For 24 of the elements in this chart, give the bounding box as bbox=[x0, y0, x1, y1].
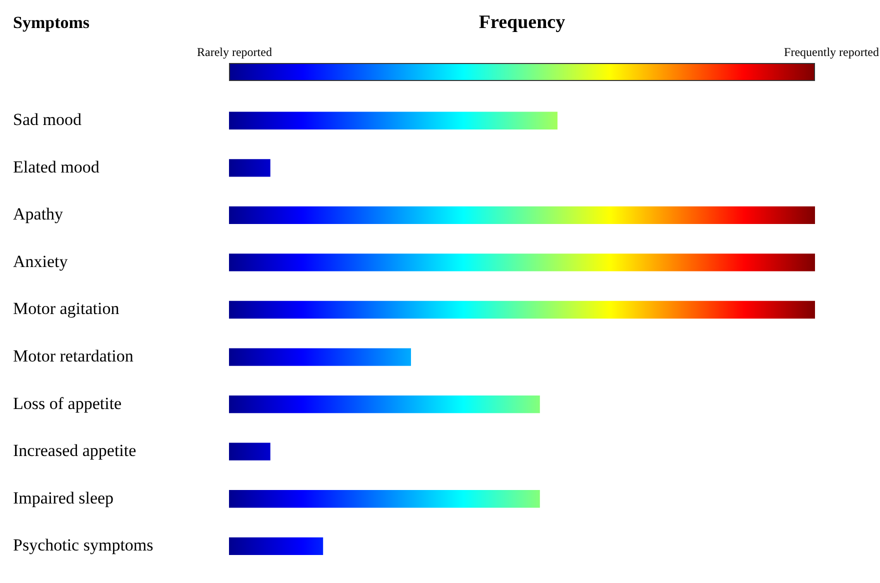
y-tick-label: Motor retardation bbox=[13, 346, 134, 366]
y-tick-label: Motor agitation bbox=[13, 299, 120, 318]
text: Rarely reported bbox=[197, 45, 272, 59]
text: Frequently reported bbox=[784, 45, 879, 59]
bar bbox=[229, 537, 324, 555]
bar bbox=[229, 159, 270, 177]
y-tick-label: Increased appetite bbox=[13, 441, 136, 460]
y-tick-label: Sad mood bbox=[13, 110, 82, 130]
bar bbox=[229, 112, 558, 130]
y-tick-label: Impaired sleep bbox=[13, 488, 114, 508]
y-tick-label: Apathy bbox=[13, 204, 64, 224]
bar bbox=[229, 348, 411, 366]
bar bbox=[229, 490, 540, 508]
y-tick-label: Psychotic symptoms bbox=[13, 536, 154, 555]
chart-title: Frequency bbox=[478, 12, 566, 33]
bar bbox=[229, 206, 815, 224]
y-tick-label: Elated mood bbox=[13, 157, 100, 176]
y-tick-label: Anxiety bbox=[13, 252, 68, 271]
bar bbox=[229, 254, 815, 272]
bar bbox=[229, 395, 540, 414]
bar bbox=[229, 300, 815, 319]
bar bbox=[229, 442, 270, 460]
y-tick-label: Loss of appetite bbox=[13, 394, 122, 413]
y-axis-title: Symptoms bbox=[13, 13, 90, 32]
